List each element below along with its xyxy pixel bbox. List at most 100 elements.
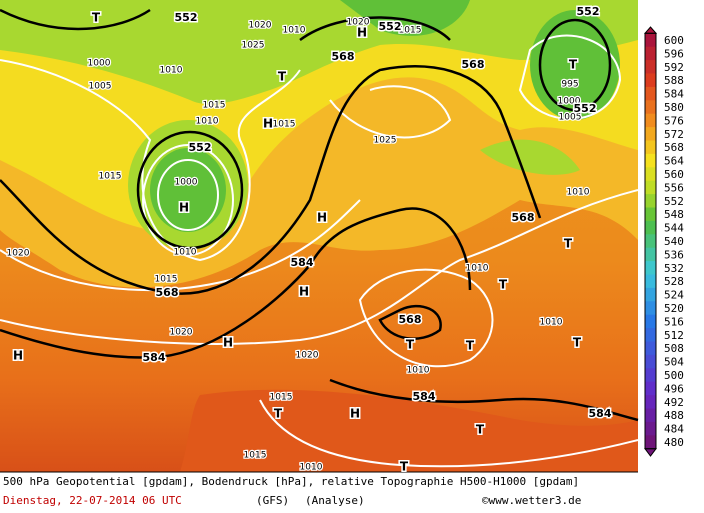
colorbar-swatch bbox=[645, 261, 656, 275]
isobar-label: 1015 bbox=[99, 172, 122, 182]
pressure-center: H bbox=[223, 336, 233, 350]
colorbar-swatch bbox=[645, 140, 656, 155]
colorbar-label: 516 bbox=[664, 315, 684, 328]
isobar-label: 1010 bbox=[160, 66, 183, 76]
isobar-label: 1010 bbox=[283, 26, 306, 36]
colorbar-frame bbox=[644, 32, 657, 450]
colorbar-swatch bbox=[645, 234, 656, 249]
colorbar-swatch bbox=[645, 220, 656, 235]
colorbar-arrow-top bbox=[643, 26, 658, 34]
pressure-center: T bbox=[400, 460, 409, 474]
geopotential-label: 568 bbox=[332, 50, 355, 63]
map-area bbox=[0, 0, 639, 472]
pressure-center: T bbox=[92, 11, 101, 25]
colorbar-label: 540 bbox=[664, 235, 684, 248]
colorbar-label: 548 bbox=[664, 208, 684, 221]
isobar-label: 1010 bbox=[300, 463, 323, 473]
colorbar-label: 592 bbox=[664, 61, 684, 74]
colorbar-label: 500 bbox=[664, 369, 684, 382]
colorbar-swatch bbox=[645, 60, 656, 74]
geopotential-label: 584 bbox=[143, 351, 166, 364]
pressure-center: T bbox=[274, 407, 283, 421]
colorbar-label: 600 bbox=[664, 34, 684, 47]
isobar-label: 1020 bbox=[347, 18, 370, 28]
geopotential-label: 552 bbox=[574, 102, 597, 115]
footer-credit: ©www.wetter3.de bbox=[482, 494, 581, 507]
colorbar-label: 564 bbox=[664, 155, 684, 168]
colorbar-swatch bbox=[645, 341, 656, 356]
colorbar-label: 488 bbox=[664, 409, 684, 422]
low-north bbox=[340, 0, 470, 36]
geopotential-label: 552 bbox=[175, 11, 198, 24]
colorbar-label: 584 bbox=[664, 88, 684, 101]
geopotential-label: 584 bbox=[589, 407, 612, 420]
pressure-center: H bbox=[299, 285, 309, 299]
isobar-label: 1000 bbox=[88, 59, 111, 69]
isobar-label: 1010 bbox=[174, 248, 197, 258]
colorbar-label: 544 bbox=[664, 222, 684, 235]
colorbar-swatch bbox=[645, 301, 656, 316]
footer-run: (Analyse) bbox=[305, 494, 365, 507]
isobar-label: 1020 bbox=[7, 249, 30, 259]
colorbar-label: 580 bbox=[664, 101, 684, 114]
footer-description: 500 hPa Geopotential [gpdam], Bodendruck… bbox=[3, 475, 579, 488]
geopotential-label: 552 bbox=[577, 5, 600, 18]
isobar-label: 1025 bbox=[374, 136, 397, 146]
colorbar-label: 552 bbox=[664, 195, 684, 208]
colorbar-label: 568 bbox=[664, 141, 684, 154]
colorbar-swatch bbox=[645, 46, 656, 61]
geopotential-label: 584 bbox=[413, 390, 436, 403]
isobar-label: 1020 bbox=[296, 351, 319, 361]
colorbar-swatch bbox=[645, 368, 656, 383]
isobars bbox=[0, 34, 639, 468]
isobar-label: 1015 bbox=[244, 451, 267, 461]
colorbar-label: 572 bbox=[664, 128, 684, 141]
colorbar-label: 596 bbox=[664, 47, 684, 60]
isobar-label: 1025 bbox=[242, 41, 265, 51]
colorbar-swatch bbox=[645, 354, 656, 369]
isobar-label: 1010 bbox=[567, 188, 590, 198]
band-552 bbox=[0, 0, 638, 105]
colorbar-swatch bbox=[645, 287, 656, 302]
colorbar-label: 524 bbox=[664, 289, 684, 302]
isobar-label: 1000 bbox=[558, 97, 581, 107]
isobar-label: 1015 bbox=[399, 26, 422, 36]
geopotential-label: 568 bbox=[512, 211, 535, 224]
isobar-label: 1015 bbox=[155, 275, 178, 285]
pressure-center: H bbox=[317, 211, 327, 225]
colorbar-swatch bbox=[645, 100, 656, 115]
colorbar-label: 556 bbox=[664, 181, 684, 194]
colorbar-swatch bbox=[645, 395, 656, 409]
band-592 bbox=[180, 389, 638, 472]
colorbar-label: 484 bbox=[664, 423, 684, 436]
colorbar-swatch bbox=[645, 247, 656, 262]
pressure-center: T bbox=[569, 58, 578, 72]
colorbar-swatch bbox=[645, 194, 656, 208]
colorbar-swatch bbox=[645, 381, 656, 396]
isobar-label: 1005 bbox=[559, 113, 582, 123]
isobar-label: 1010 bbox=[540, 318, 563, 328]
pressure-center: T bbox=[573, 336, 582, 350]
colorbar-swatch bbox=[645, 127, 656, 141]
geopotential-label: 568 bbox=[156, 286, 179, 299]
pressure-center: H bbox=[13, 349, 23, 363]
colorbar-label: 528 bbox=[664, 275, 684, 288]
pressure-center: T bbox=[499, 278, 508, 292]
colorbar-swatch bbox=[645, 153, 656, 168]
pressure-center: T bbox=[564, 237, 573, 251]
colorbar-swatch bbox=[645, 73, 656, 88]
colorbar-swatch bbox=[645, 408, 656, 423]
colorbar-label: 480 bbox=[664, 436, 684, 449]
colorbar-swatch bbox=[645, 274, 656, 289]
colorbar-swatch bbox=[645, 86, 656, 101]
isobar-label: 1020 bbox=[249, 21, 272, 31]
colorbar-swatch bbox=[645, 167, 656, 182]
footer-model: (GFS) bbox=[256, 494, 289, 507]
isobar-label: 1010 bbox=[196, 117, 219, 127]
isobar-label: 1005 bbox=[89, 82, 112, 92]
colorbar-swatch bbox=[645, 421, 656, 436]
colorbar-swatch bbox=[645, 314, 656, 329]
colorbar-label: 560 bbox=[664, 168, 684, 181]
